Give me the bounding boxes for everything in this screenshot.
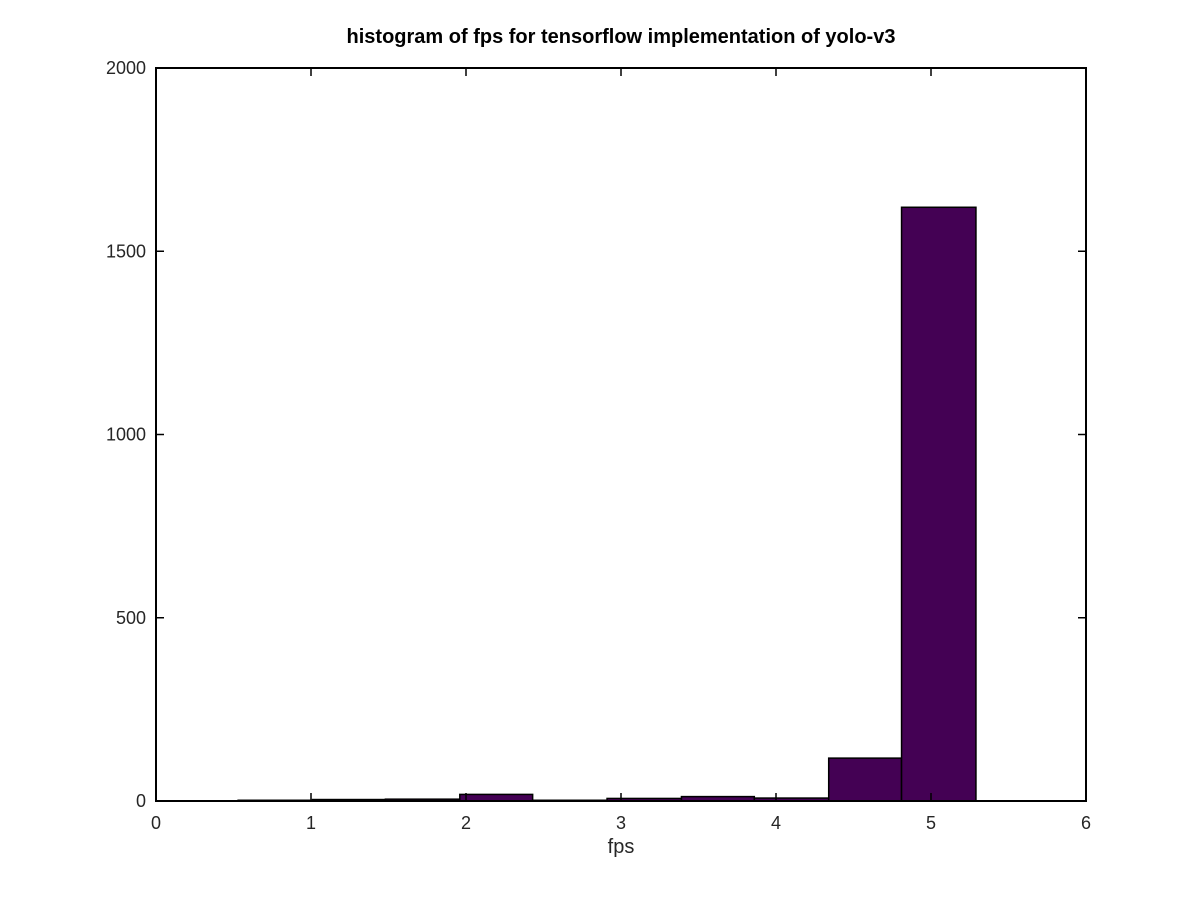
bars-group: [237, 206, 977, 802]
x-tick-label-0: 0: [151, 813, 161, 833]
x-tick-label-5: 5: [926, 813, 936, 833]
ticks-group: 0 1 2 3 4 5 6 0 500 1000 1500 2000: [106, 58, 1091, 833]
x-tick-label-3: 3: [616, 813, 626, 833]
x-axis-label: fps: [608, 836, 635, 858]
plot-frame: [155, 67, 1087, 802]
x-tick-label-2: 2: [461, 813, 471, 833]
histogram-bar-9: [900, 206, 977, 802]
y-tick-label-0: 0: [136, 791, 146, 811]
chart-title: histogram of fps for tensorflow implemen…: [347, 26, 896, 48]
histogram-bar-8: [827, 757, 903, 802]
y-tick-label-1500: 1500: [106, 241, 146, 261]
y-tick-label-1000: 1000: [106, 425, 146, 445]
x-tick-label-4: 4: [771, 813, 781, 833]
x-tick-label-6: 6: [1081, 813, 1091, 833]
x-tick-label-1: 1: [306, 813, 316, 833]
y-tick-label-2000: 2000: [106, 58, 146, 78]
y-tick-label-500: 500: [116, 608, 146, 628]
